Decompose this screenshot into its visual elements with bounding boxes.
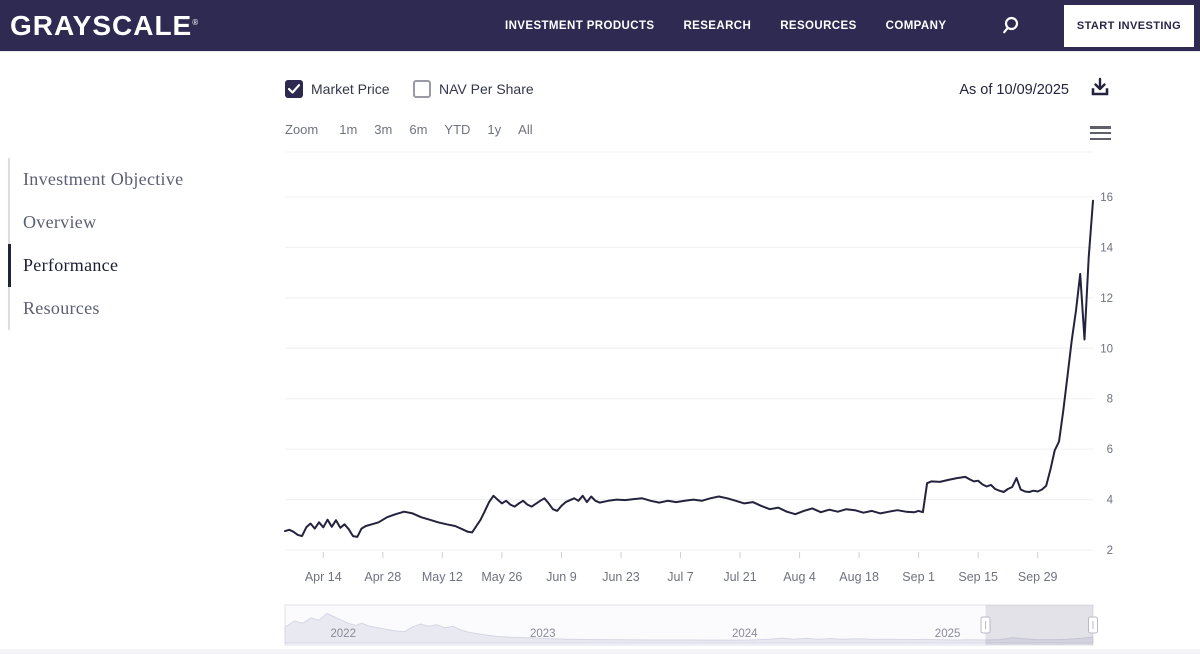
navigator-year-label: 2024 bbox=[732, 628, 758, 640]
chart-navigator[interactable]: 2022 2023 2024 2025 bbox=[284, 604, 1098, 646]
range-1m[interactable]: 1m bbox=[339, 122, 358, 137]
x-axis-label: May 26 bbox=[481, 570, 522, 584]
x-axis-label: Jul 21 bbox=[723, 570, 756, 584]
market-price-toggle[interactable]: Market Price bbox=[285, 80, 390, 98]
page-bottom-strip bbox=[0, 649, 1200, 654]
section-nav: Investment Objective Overview Performanc… bbox=[8, 158, 258, 330]
x-axis-label: Jul 7 bbox=[667, 570, 693, 584]
nav-company[interactable]: COMPANY bbox=[885, 20, 947, 32]
sidebar-item-performance[interactable]: Performance bbox=[8, 244, 258, 287]
x-axis-label: Jun 23 bbox=[602, 570, 640, 584]
y-axis-label: 4 bbox=[1107, 495, 1114, 507]
sidebar-item-investment-objective[interactable]: Investment Objective bbox=[8, 158, 258, 201]
trademark-mark: ® bbox=[192, 17, 200, 27]
zoom-label: Zoom bbox=[285, 122, 319, 137]
range-1y[interactable]: 1y bbox=[487, 122, 502, 137]
nav-research[interactable]: RESEARCH bbox=[683, 20, 752, 32]
nav-per-share-label: NAV Per Share bbox=[439, 81, 534, 97]
y-axis-label: 2 bbox=[1107, 545, 1113, 557]
checkbox-checked-icon[interactable] bbox=[285, 80, 303, 98]
x-axis-label: Aug 4 bbox=[783, 570, 816, 584]
primary-nav: INVESTMENT PRODUCTS RESEARCH RESOURCES C… bbox=[505, 0, 946, 52]
x-axis-label: Sep 29 bbox=[1018, 570, 1058, 584]
x-axis-label: Jun 9 bbox=[546, 570, 577, 584]
navigator-left-handle[interactable] bbox=[980, 616, 991, 634]
x-axis-label: Sep 1 bbox=[902, 570, 935, 584]
x-axis-label: May 12 bbox=[422, 570, 463, 584]
navigator-year-label: 2025 bbox=[935, 628, 961, 640]
navigator-area-series bbox=[284, 612, 1094, 644]
x-axis-label: Sep 15 bbox=[958, 570, 998, 584]
chart-plot-area[interactable] bbox=[285, 152, 1093, 550]
site-header: GRAYSCALE® INVESTMENT PRODUCTS RESEARCH … bbox=[0, 0, 1200, 52]
grayscale-logo[interactable]: GRAYSCALE® bbox=[10, 10, 199, 42]
y-axis-label: 10 bbox=[1100, 343, 1113, 355]
x-axis-label: Aug 18 bbox=[839, 570, 879, 584]
navigator-year-label: 2022 bbox=[330, 628, 356, 640]
navigator-year-label: 2023 bbox=[530, 628, 556, 640]
nav-per-share-toggle[interactable]: NAV Per Share bbox=[413, 80, 534, 98]
range-3m[interactable]: 3m bbox=[374, 122, 393, 137]
y-axis-label: 6 bbox=[1107, 444, 1113, 456]
start-investing-button[interactable]: START INVESTING bbox=[1064, 5, 1194, 47]
range-all[interactable]: All bbox=[518, 122, 533, 137]
navigator-right-handle[interactable] bbox=[1088, 616, 1098, 634]
download-icon[interactable] bbox=[1088, 76, 1112, 100]
x-axis: Apr 14 Apr 28 May 12 May 26 Jun 9 Jun 23 Jul 7… bbox=[305, 552, 1058, 584]
logo-text: GRAYSCALE bbox=[10, 10, 193, 41]
sidebar-item-resources[interactable]: Resources bbox=[8, 287, 258, 330]
range-selector: Zoom 1m 3m 6m YTD 1y All bbox=[285, 122, 533, 137]
y-axis-label: 14 bbox=[1100, 242, 1113, 254]
nav-resources[interactable]: RESOURCES bbox=[780, 20, 857, 32]
y-axis-label: 12 bbox=[1100, 293, 1113, 305]
sidebar-item-overview[interactable]: Overview bbox=[8, 201, 258, 244]
search-icon[interactable] bbox=[999, 14, 1023, 38]
navigator-selected-range[interactable] bbox=[985, 605, 1093, 645]
y-axis-label: 8 bbox=[1107, 394, 1113, 406]
y-axis-label: 16 bbox=[1100, 192, 1113, 204]
as-of-date: As of 10/09/2025 bbox=[959, 82, 1069, 98]
checkbox-unchecked-icon[interactable] bbox=[413, 80, 431, 98]
nav-investment-products[interactable]: INVESTMENT PRODUCTS bbox=[505, 20, 655, 32]
market-price-label: Market Price bbox=[311, 81, 390, 97]
range-ytd[interactable]: YTD bbox=[444, 122, 471, 137]
x-axis-label: Apr 14 bbox=[305, 570, 342, 584]
chart-menu-icon[interactable] bbox=[1090, 126, 1111, 140]
x-axis-label: Apr 28 bbox=[364, 570, 401, 584]
range-6m[interactable]: 6m bbox=[409, 122, 428, 137]
market-price-line bbox=[284, 199, 1094, 538]
